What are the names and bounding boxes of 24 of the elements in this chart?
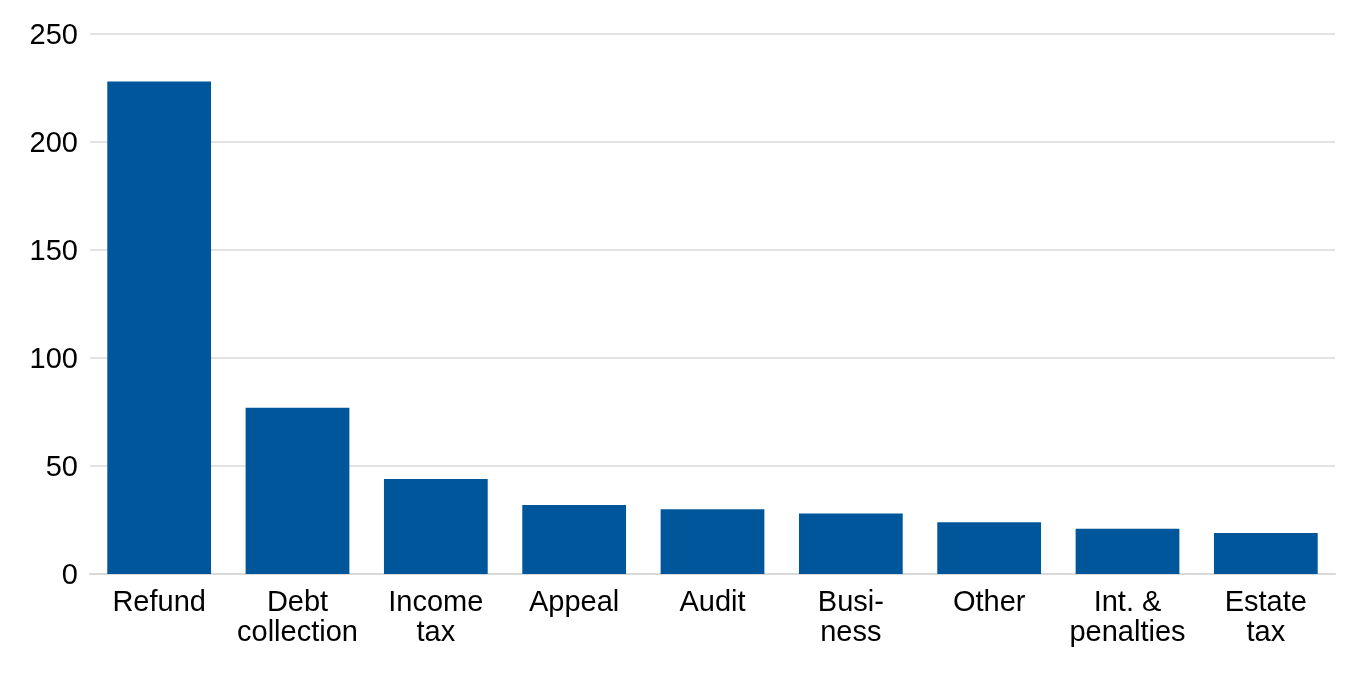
bar (245, 407, 350, 574)
bar (107, 81, 212, 574)
bar (383, 478, 488, 574)
x-tick-label: Other (952, 585, 1026, 617)
bar (1213, 532, 1318, 574)
bar (798, 513, 903, 574)
bar (937, 522, 1042, 574)
bar (522, 504, 627, 574)
y-tick-label: 200 (29, 126, 78, 158)
x-tick-label: Audit (679, 585, 746, 617)
y-tick-label: 150 (29, 234, 78, 266)
bar (660, 509, 765, 574)
x-tick-label: Busi- ness (817, 585, 884, 647)
x-tick-label: Debt collection (237, 585, 358, 647)
x-tick-label: Refund (112, 585, 206, 617)
y-tick-label: 0 (61, 558, 78, 590)
y-tick-label: 250 (29, 18, 78, 50)
y-tick-label: 50 (45, 450, 78, 482)
x-tick-label: Estate tax (1224, 585, 1307, 647)
x-tick-label: Income tax (388, 585, 484, 647)
y-tick-label: 100 (29, 342, 78, 374)
x-tick-label: Appeal (529, 585, 620, 617)
x-tick-label: Int. & penalties (1069, 585, 1186, 647)
bar (1075, 528, 1180, 574)
